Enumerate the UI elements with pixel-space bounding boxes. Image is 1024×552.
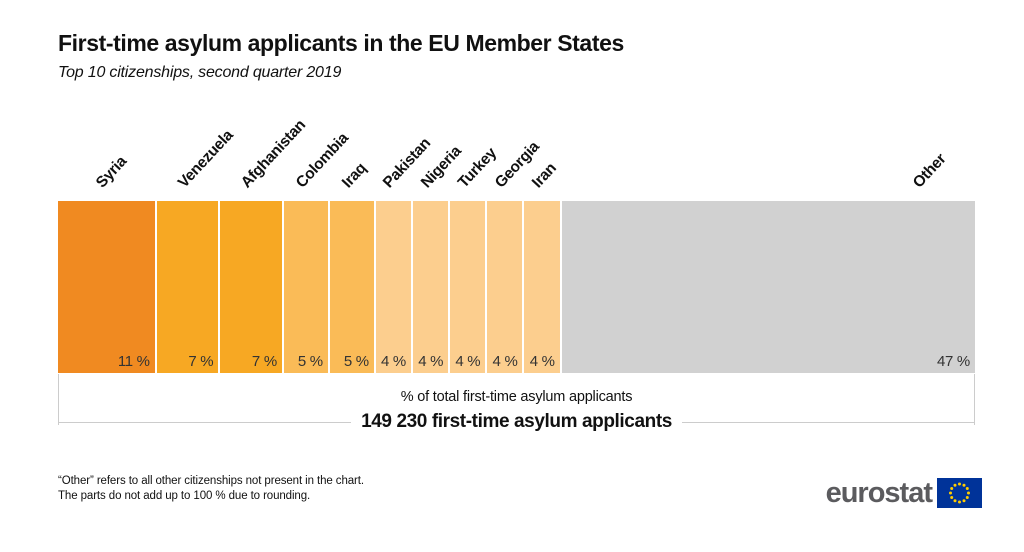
footnote-line-1: “Other” refers to all other citizenships… (58, 475, 364, 487)
eu-flag-icon (937, 478, 982, 508)
value-label-turkey: 4 % (455, 353, 481, 370)
stacked-bar: Syria 11 % Venezuela 7 % Afghanistan 7 % Colom… (58, 117, 975, 373)
category-label-other: Other (909, 150, 950, 192)
bar-segment-afghanistan: Afghanistan 7 % (220, 117, 309, 373)
category-label-iraq: Iraq (338, 159, 370, 192)
bar-segment-iran: Iran 4 % (524, 160, 560, 373)
axis-tick-right (974, 374, 975, 425)
value-label-syria: 11 % (117, 353, 150, 370)
category-label-venezuela: Venezuela (174, 126, 237, 192)
bar-segment-other: Other 47 % (561, 151, 975, 373)
bar-segment-iraq: Iraq 5 % (329, 160, 374, 373)
category-label-syria: Syria (93, 153, 131, 192)
value-label-pakistan: 4 % (381, 353, 406, 370)
value-label-iran: 4 % (529, 353, 555, 370)
bar-segment-nigeria: Nigeria 4 % (412, 143, 464, 373)
value-label-afghanistan: 7 % (251, 353, 277, 370)
value-label-georgia: 4 % (492, 353, 518, 370)
footnote: “Other” refers to all other citizenships… (58, 474, 364, 504)
value-label-iraq: 5 % (343, 353, 369, 370)
bar-segment-georgia: Georgia 4 % (487, 138, 543, 373)
total-rule-right (681, 421, 976, 423)
axis-caption: % of total first-time asylum applicants (400, 389, 633, 405)
page-subtitle: Top 10 citizenships, second quarter 2019 (58, 64, 342, 81)
total-rule-left (58, 421, 352, 423)
bar-segment-colombia: Colombia 5 % (283, 130, 352, 373)
value-label-nigeria: 4 % (418, 353, 444, 370)
page-title: First-time asylum applicants in the EU M… (58, 30, 624, 56)
total-annotation: 149 230 first-time asylum applicants (361, 411, 672, 432)
bar-segment-venezuela: Venezuela 7 % (156, 127, 236, 373)
footnote-line-2: The parts do not add up to 100 % due to … (58, 490, 311, 502)
bar-segment-turkey: Turkey 4 % (450, 145, 500, 373)
value-label-other: 47 % (936, 353, 970, 370)
total-annotation-row: 149 230 first-time asylum applicants (58, 410, 976, 434)
category-label-iran: Iran (528, 159, 560, 192)
eurostat-logo: eurostat (826, 478, 982, 508)
bar-segment-syria: Syria 11 % (58, 153, 155, 373)
bar-segment-pakistan: Pakistan 4 % (375, 135, 434, 373)
value-label-colombia: 5 % (297, 353, 323, 370)
value-label-venezuela: 7 % (188, 353, 214, 370)
axis-tick-left (58, 374, 59, 425)
eurostat-logo-text: eurostat (825, 477, 933, 509)
